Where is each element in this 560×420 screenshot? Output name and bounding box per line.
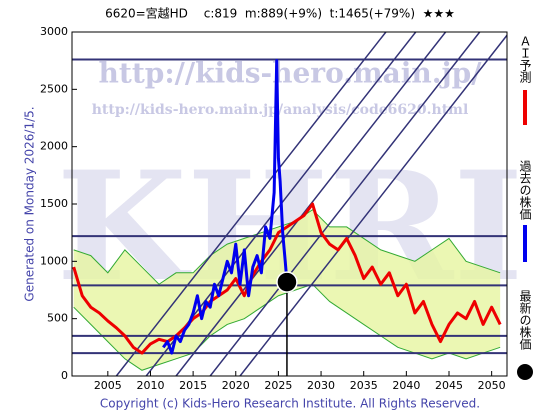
- y-tick-label: 1500: [40, 197, 68, 210]
- x-tick-label: 2030: [307, 379, 335, 392]
- watermark: http://kids-hero.main.jp/: [99, 57, 483, 90]
- x-tick-label: 2005: [94, 379, 122, 392]
- series-line: [162, 59, 289, 355]
- x-tick-label: 2025: [264, 379, 292, 392]
- series-line: [72, 202, 502, 355]
- y-tick-label: 3000: [40, 25, 68, 38]
- legend-label: 過去の株価: [518, 160, 532, 220]
- y-tick-label: 2000: [40, 140, 68, 153]
- watermark: http://kids-hero.main.jp/analysis/code66…: [92, 102, 469, 118]
- latest-point: [276, 271, 298, 293]
- x-tick-label: 2035: [350, 379, 378, 392]
- x-tick-label: 2015: [179, 379, 207, 392]
- legend-label: ＡＩ予測: [518, 35, 532, 84]
- side-label: Generated on Monday 2026/1/5.: [23, 106, 37, 301]
- y-tick-label: 1000: [40, 254, 68, 267]
- chart-title: 6620=宮越HD c:819 m:889(+9%) t:1465(+79%) …: [105, 6, 455, 21]
- x-tick-label: 2040: [392, 379, 420, 392]
- trend-line: [239, 34, 507, 376]
- x-tick-label: 2045: [435, 379, 463, 392]
- y-tick-label: 0: [61, 369, 68, 382]
- x-tick-label: 2050: [478, 379, 506, 392]
- legend-label: 最新の株価: [518, 290, 532, 350]
- legend-swatch: [517, 364, 533, 380]
- y-tick-label: 2500: [40, 82, 68, 95]
- band-upper: [73, 209, 501, 285]
- footer: Copyright (c) Kids-Hero Research Institu…: [100, 397, 480, 411]
- x-tick-label: 2020: [222, 379, 250, 392]
- x-tick-label: 2010: [136, 379, 164, 392]
- trend-line: [209, 32, 481, 376]
- trend-line: [115, 32, 387, 376]
- y-tick-label: 500: [47, 312, 68, 325]
